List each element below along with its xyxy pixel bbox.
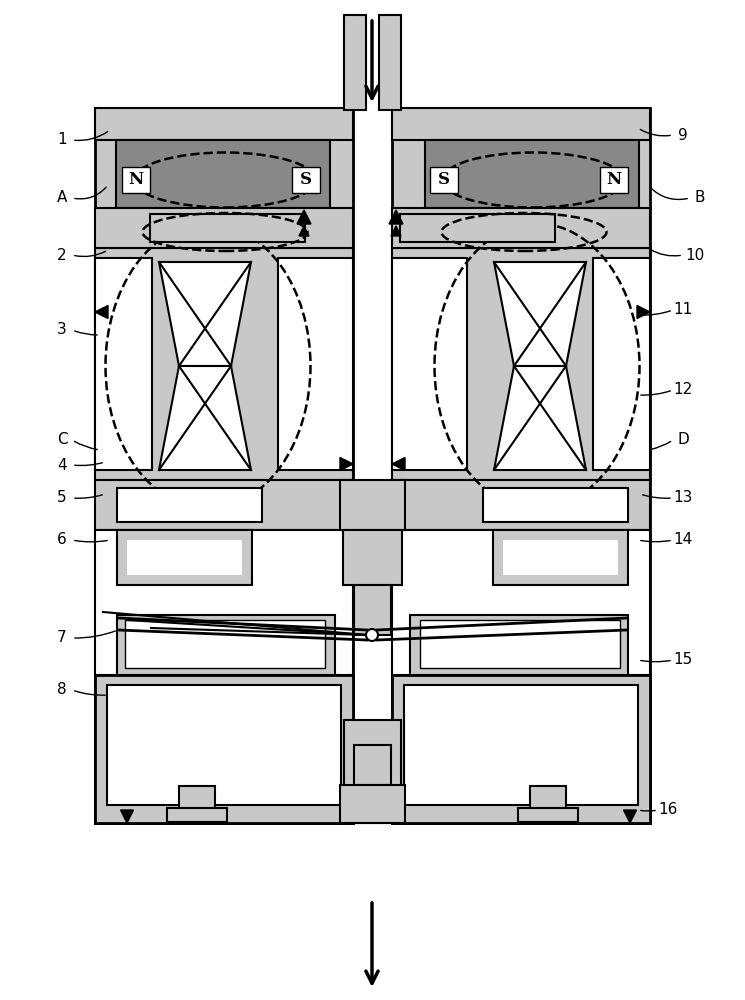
Bar xyxy=(483,488,628,522)
Bar xyxy=(343,530,402,585)
Polygon shape xyxy=(494,366,586,470)
Polygon shape xyxy=(297,210,311,224)
Bar xyxy=(95,208,353,248)
Text: S: S xyxy=(300,172,312,188)
Bar xyxy=(354,585,391,635)
Text: B: B xyxy=(695,190,706,206)
Bar xyxy=(179,786,215,811)
Bar xyxy=(379,15,401,110)
Bar xyxy=(125,620,325,668)
Bar xyxy=(593,258,650,470)
Bar xyxy=(95,108,353,140)
Polygon shape xyxy=(637,306,650,318)
Bar xyxy=(95,248,353,480)
Bar xyxy=(392,208,650,248)
Polygon shape xyxy=(389,210,403,224)
Bar xyxy=(340,480,405,530)
Text: 9: 9 xyxy=(678,127,688,142)
Bar xyxy=(167,808,227,822)
Text: A: A xyxy=(57,190,67,206)
Bar xyxy=(278,258,353,470)
Text: 13: 13 xyxy=(673,490,693,506)
Polygon shape xyxy=(121,810,133,823)
Text: N: N xyxy=(128,172,144,188)
Bar xyxy=(530,786,566,811)
Text: 12: 12 xyxy=(673,382,693,397)
Polygon shape xyxy=(391,226,401,236)
Polygon shape xyxy=(624,810,636,823)
Bar xyxy=(404,685,638,805)
Polygon shape xyxy=(494,262,586,366)
Bar xyxy=(518,808,578,822)
Polygon shape xyxy=(340,458,353,471)
Text: 8: 8 xyxy=(57,682,67,698)
Text: 14: 14 xyxy=(673,532,693,548)
Bar xyxy=(410,615,628,675)
Bar xyxy=(392,108,650,140)
Text: 7: 7 xyxy=(57,631,67,646)
Bar xyxy=(127,540,242,575)
Text: 10: 10 xyxy=(685,247,705,262)
Polygon shape xyxy=(159,262,251,366)
Text: 1: 1 xyxy=(57,132,67,147)
Bar xyxy=(95,108,353,823)
Text: 16: 16 xyxy=(659,802,678,818)
Polygon shape xyxy=(299,226,309,236)
Text: C: C xyxy=(57,432,67,448)
Text: 2: 2 xyxy=(57,247,67,262)
Bar xyxy=(392,675,650,823)
Text: 5: 5 xyxy=(57,490,67,506)
Bar xyxy=(95,480,353,530)
Bar xyxy=(600,167,628,193)
Text: 11: 11 xyxy=(673,302,693,318)
Text: 4: 4 xyxy=(57,458,67,473)
Text: N: N xyxy=(606,172,621,188)
Bar xyxy=(95,675,353,823)
Bar xyxy=(117,488,262,522)
Bar xyxy=(117,530,252,585)
Bar xyxy=(503,540,618,575)
Polygon shape xyxy=(392,458,405,471)
Bar xyxy=(344,720,401,823)
Bar xyxy=(354,745,391,785)
Bar xyxy=(95,530,353,675)
Bar xyxy=(493,530,628,585)
Bar xyxy=(95,258,152,470)
Text: 15: 15 xyxy=(673,652,693,668)
Polygon shape xyxy=(159,366,251,470)
Bar xyxy=(107,685,341,805)
Bar xyxy=(340,785,405,823)
Bar xyxy=(392,248,650,480)
Bar xyxy=(392,530,650,675)
Polygon shape xyxy=(95,306,108,318)
Bar xyxy=(117,615,335,675)
Text: 6: 6 xyxy=(57,532,67,548)
Bar xyxy=(344,15,366,110)
Bar xyxy=(150,214,305,242)
Bar xyxy=(400,214,555,242)
Bar xyxy=(392,480,650,530)
Circle shape xyxy=(366,629,378,641)
Bar xyxy=(392,258,467,470)
Bar xyxy=(292,167,320,193)
Text: D: D xyxy=(677,432,689,448)
Bar xyxy=(116,140,330,208)
Text: 3: 3 xyxy=(57,322,67,338)
Bar xyxy=(430,167,458,193)
Text: S: S xyxy=(438,172,450,188)
Bar xyxy=(392,108,650,823)
Bar xyxy=(420,620,620,668)
Bar xyxy=(122,167,150,193)
Bar xyxy=(425,140,639,208)
